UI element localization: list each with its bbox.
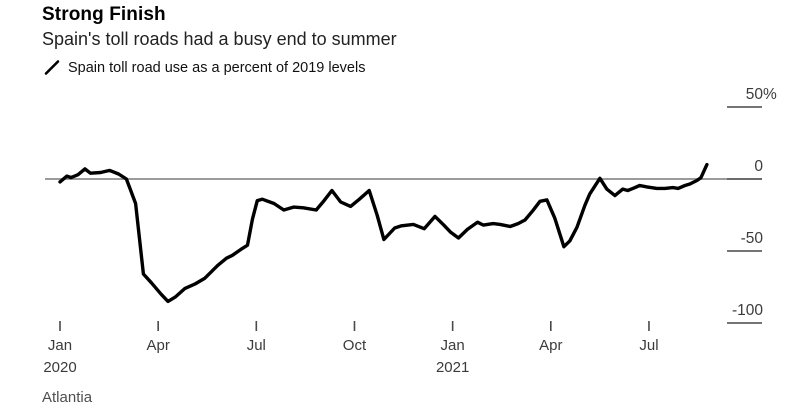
series-line xyxy=(58,162,709,304)
line-series-icon xyxy=(44,60,60,75)
chart-title: Strong Finish xyxy=(42,4,166,25)
y-axis-unit-label: % xyxy=(763,86,777,103)
x-axis-year-label: 2020 xyxy=(43,359,76,376)
x-axis-label: Jul xyxy=(639,337,658,354)
legend-label: Spain toll road use as a percent of 2019… xyxy=(68,59,366,76)
chart-subtitle: Spain's toll roads had a busy end to sum… xyxy=(42,29,397,49)
x-axis-label: Jan xyxy=(48,337,72,354)
x-axis-label: Oct xyxy=(343,337,367,354)
y-axis-label: -50 xyxy=(741,230,764,247)
x-axis-label: Apr xyxy=(539,337,562,354)
source-label: Atlantia xyxy=(42,389,93,406)
legend: Spain toll road use as a percent of 2019… xyxy=(44,59,365,76)
x-axis-label: Jan xyxy=(441,337,465,354)
y-axis-label: 50 xyxy=(746,86,764,103)
x-axis-label: Apr xyxy=(146,337,169,354)
y-axis-label: 0 xyxy=(754,158,763,175)
x-axis-label: Jul xyxy=(247,337,266,354)
y-axis-label: -100 xyxy=(732,302,763,319)
x-axis-year-label: 2021 xyxy=(436,359,469,376)
